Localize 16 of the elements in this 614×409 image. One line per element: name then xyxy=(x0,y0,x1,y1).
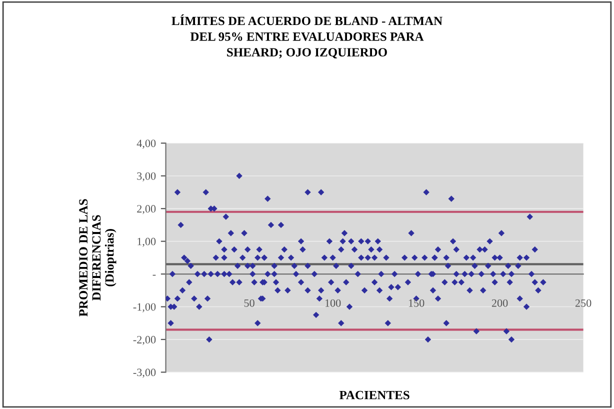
x-tick-label: 250 xyxy=(575,299,592,307)
x-tick-label: 200 xyxy=(492,299,508,307)
x-tick-label: 50 xyxy=(244,299,254,307)
x-tick-label: 100 xyxy=(325,299,341,307)
y-tick-label: -3,00 xyxy=(133,368,156,378)
x-axis-title: PACIENTES xyxy=(339,390,410,400)
y-tick-label: - xyxy=(152,274,156,276)
y-tick-label: 2,00 xyxy=(137,205,156,214)
y-tick-label: 3,00 xyxy=(137,172,156,182)
x-tick-label: 150 xyxy=(408,299,424,307)
y-tick-label: -2,00 xyxy=(133,336,156,346)
chart-title: LÍMITES DE ACUERDO DE BLAND - ALTMAN DEL 95% ENTRE EVALUADORES PARA SHEARD; OJO IZQUIERDO xyxy=(172,14,442,58)
y-tick-label: 1,00 xyxy=(138,238,156,247)
y-tick-label: -1,00 xyxy=(133,303,156,312)
y-axis-title: PROMEDIO DE LAS DIFERENCIAS (Dioptrias) xyxy=(79,199,116,316)
y-tick-label: 4,00 xyxy=(136,140,156,149)
